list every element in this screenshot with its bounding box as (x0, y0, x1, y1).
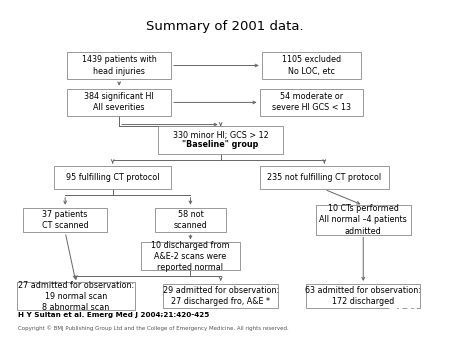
Text: 10 CTs performed
All normal –4 patients
admitted: 10 CTs performed All normal –4 patients … (320, 204, 407, 236)
Text: 95 fulfilling CT protocol: 95 fulfilling CT protocol (66, 173, 159, 182)
FancyBboxPatch shape (306, 284, 420, 309)
FancyBboxPatch shape (155, 208, 226, 232)
FancyBboxPatch shape (260, 166, 389, 189)
FancyBboxPatch shape (260, 89, 363, 116)
Text: 58 not
scanned: 58 not scanned (174, 210, 207, 230)
FancyBboxPatch shape (17, 282, 135, 310)
Text: 63 admitted for observation:
172 discharged: 63 admitted for observation: 172 dischar… (305, 286, 421, 306)
FancyBboxPatch shape (141, 242, 240, 270)
Text: 37 patients
CT scanned: 37 patients CT scanned (42, 210, 89, 230)
Text: 330 minor HI; GCS > 12: 330 minor HI; GCS > 12 (173, 131, 269, 140)
Text: 29 admitted for observation:
27 discharged fro, A&E *: 29 admitted for observation: 27 discharg… (162, 286, 279, 306)
Text: EMJ: EMJ (386, 308, 418, 323)
Text: "Baseline" group: "Baseline" group (183, 140, 259, 149)
Text: 235 not fulfilling CT protocol: 235 not fulfilling CT protocol (267, 173, 382, 182)
Text: 54 moderate or
severe HI GCS < 13: 54 moderate or severe HI GCS < 13 (272, 92, 351, 113)
Text: 1105 excluded
No LOC, etc: 1105 excluded No LOC, etc (282, 55, 341, 76)
Text: Copyright © BMJ Publishing Group Ltd and the College of Emergency Medicine. All : Copyright © BMJ Publishing Group Ltd and… (18, 325, 288, 331)
FancyBboxPatch shape (316, 205, 411, 235)
FancyBboxPatch shape (158, 126, 284, 154)
Text: 10 discharged from
A&E-2 scans were
reported normal: 10 discharged from A&E-2 scans were repo… (151, 241, 230, 272)
Text: 384 significant HI
All severities: 384 significant HI All severities (84, 92, 154, 113)
Text: Summary of 2001 data.: Summary of 2001 data. (146, 20, 304, 33)
Text: 1439 patients with
head injuries: 1439 patients with head injuries (82, 55, 157, 76)
FancyBboxPatch shape (68, 52, 171, 79)
Text: H Y Sultan et al. Emerg Med J 2004;21:420-425: H Y Sultan et al. Emerg Med J 2004;21:42… (18, 312, 209, 318)
FancyBboxPatch shape (262, 52, 361, 79)
Text: 27 admitted for observation:
19 normal scan
8 abnormal scan: 27 admitted for observation: 19 normal s… (18, 281, 134, 312)
FancyBboxPatch shape (163, 284, 278, 309)
FancyBboxPatch shape (68, 89, 171, 116)
FancyBboxPatch shape (54, 166, 171, 189)
FancyBboxPatch shape (23, 208, 107, 232)
